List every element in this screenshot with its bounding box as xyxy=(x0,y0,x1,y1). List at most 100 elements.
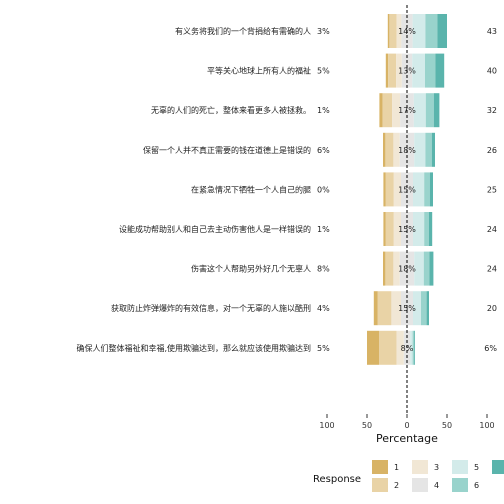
left-percent-label: 3% xyxy=(317,27,330,36)
bar-segment-5 xyxy=(412,14,426,48)
bar-segment-1 xyxy=(379,93,383,128)
x-tick-label: 100 xyxy=(479,421,494,430)
bar-segment-3 xyxy=(396,53,402,88)
legend-label-6: 6 xyxy=(474,481,479,490)
bar-segment-2 xyxy=(385,251,394,286)
legend-title: Response xyxy=(313,474,361,485)
bar-segment-4 xyxy=(399,251,415,286)
right-percent-label: 24 xyxy=(487,265,497,274)
likert-row: 在紧急情况下牺牲一个人自己的腿 0% 15% 25 xyxy=(191,172,497,207)
bar-segment-7 xyxy=(437,14,447,48)
category-label: 确保人们整体福祉和幸福,使用欺骗达到，那么就应该使用欺骗达到 xyxy=(76,343,311,353)
bar-segment-6 xyxy=(425,14,438,48)
legend-label-3: 3 xyxy=(434,463,439,472)
category-label: 在紧急情况下牺牲一个人自己的腿 xyxy=(191,184,311,194)
legend-items: 1234567 xyxy=(372,460,504,492)
likert-row: 无辜的人们的死亡，整体来看更多人被拯救。 1% 17% 32 xyxy=(151,93,497,128)
bar-segment-6 xyxy=(425,132,432,167)
middle-percent-label: 15% xyxy=(398,185,416,194)
left-percent-label: 1% xyxy=(317,106,330,115)
bar-segment-1 xyxy=(373,291,378,326)
bar-segment-6 xyxy=(421,291,427,326)
likert-row: 保留一个人并不真正需要的钱在道德上是错误的 6% 18% 26 xyxy=(143,132,497,167)
category-label: 获取防止炸弹爆炸的有效信息，对一个无辜的人施以酷刑 xyxy=(111,303,311,313)
bar-segment-2 xyxy=(379,330,397,365)
legend-key-4 xyxy=(412,478,428,492)
bar-segment-3 xyxy=(393,212,401,246)
legend-label-2: 2 xyxy=(394,481,399,490)
bar-segment-6 xyxy=(425,53,436,88)
likert-row: 确保人们整体福祉和幸福,使用欺骗达到，那么就应该使用欺骗达到 5% 8% 6% xyxy=(76,330,497,365)
legend-key-5 xyxy=(452,460,468,474)
left-percent-label: 5% xyxy=(317,67,330,76)
right-percent-label: 43 xyxy=(487,27,497,36)
bar-segment-7 xyxy=(433,93,440,128)
left-percent-label: 6% xyxy=(317,146,330,155)
legend-label-5: 5 xyxy=(474,463,479,472)
middle-percent-label: 15% xyxy=(398,225,416,234)
category-label: 无辜的人们的死亡，整体来看更多人被拯救。 xyxy=(151,105,311,115)
legend-key-2 xyxy=(372,478,388,492)
bar-segment-1 xyxy=(387,14,390,48)
bar-segment-5 xyxy=(413,93,426,128)
bar-segment-2 xyxy=(385,172,394,207)
right-percent-label: 20 xyxy=(487,304,497,313)
category-label: 伤害这个人帮助另外好几个无辜人 xyxy=(191,264,311,274)
right-percent-label: 25 xyxy=(487,185,497,194)
bar-segment-7 xyxy=(426,291,429,326)
x-tick-label: 100 xyxy=(319,421,334,430)
likert-row: 伤害这个人帮助另外好几个无辜人 8% 18% 24 xyxy=(191,251,497,286)
bar-segment-2 xyxy=(385,132,394,167)
x-tick-label: 50 xyxy=(362,421,372,430)
bar-segment-2 xyxy=(388,53,397,88)
bar-segment-3 xyxy=(393,172,401,207)
bar-segment-4 xyxy=(401,172,413,207)
bar-segment-6 xyxy=(424,212,429,246)
middle-percent-label: 15% xyxy=(398,304,416,313)
bar-segment-7 xyxy=(435,53,445,88)
bar-segment-6 xyxy=(423,251,430,286)
bar-segment-4 xyxy=(399,132,415,167)
right-percent-label: 26 xyxy=(487,146,497,155)
bar-segment-5 xyxy=(412,53,425,88)
legend: Response 1234567 xyxy=(313,460,504,492)
bar-segment-1 xyxy=(367,330,379,365)
left-percent-label: 5% xyxy=(317,344,330,353)
bar-segment-1 xyxy=(383,132,386,167)
bar-segment-2 xyxy=(389,14,397,48)
x-axis: 100 50 0 50 100 xyxy=(319,414,495,430)
category-label: 平等关心地球上所有人的福祉 xyxy=(207,66,311,76)
bar-segment-1 xyxy=(383,212,386,246)
legend-label-1: 1 xyxy=(394,463,399,472)
bar-segment-3 xyxy=(396,14,402,48)
left-percent-label: 4% xyxy=(317,304,330,313)
bar-segment-2 xyxy=(382,93,393,128)
likert-row: 有义务将我们的一个背捐给有需确的人 3% 14% 43 xyxy=(175,14,497,48)
left-percent-label: 8% xyxy=(317,265,330,274)
left-percent-label: 0% xyxy=(317,185,330,194)
bar-segment-7 xyxy=(429,172,433,207)
legend-key-7 xyxy=(492,460,504,474)
middle-percent-label: 18% xyxy=(398,265,416,274)
left-percent-label: 1% xyxy=(317,225,330,234)
bar-segment-4 xyxy=(401,291,413,326)
bar-segment-3 xyxy=(393,132,400,167)
x-tick-label: 50 xyxy=(442,421,452,430)
category-label: 设能成功帮助别人和自己去主动伤害他人是一样错误的 xyxy=(119,224,311,234)
right-percent-label: 40 xyxy=(487,67,497,76)
bar-segment-1 xyxy=(383,172,386,207)
right-percent-label: 6% xyxy=(484,344,497,353)
likert-row: 平等关心地球上所有人的福祉 5% 13% 40 xyxy=(207,53,497,88)
bar-segment-6 xyxy=(424,172,430,207)
bar-segment-5 xyxy=(413,212,425,246)
x-tick-label: 0 xyxy=(404,421,409,430)
bar-segment-3 xyxy=(391,291,401,326)
category-label: 有义务将我们的一个背捐给有需确的人 xyxy=(175,26,311,36)
bar-segment-7 xyxy=(431,132,435,167)
bar-segment-1 xyxy=(385,53,389,88)
bar-segment-5 xyxy=(410,330,413,365)
right-percent-label: 24 xyxy=(487,225,497,234)
legend-key-3 xyxy=(412,460,428,474)
